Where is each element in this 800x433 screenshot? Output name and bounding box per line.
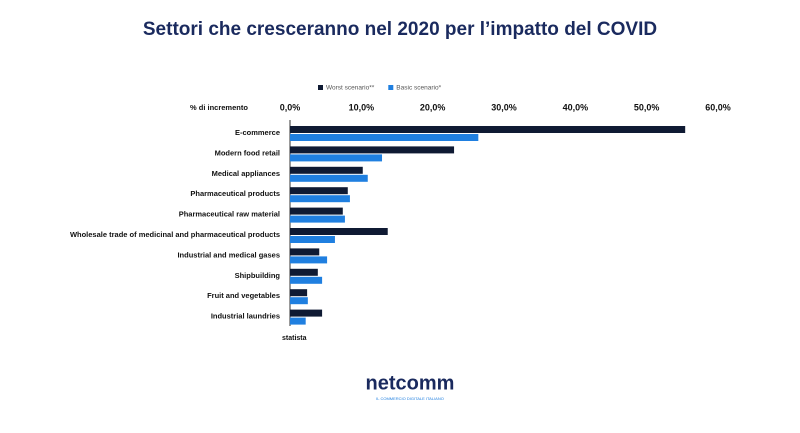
y-tick-label: Modern food retail [215,148,280,157]
bar [290,317,306,325]
bar [290,166,363,174]
y-tick-label: Fruit and vegetables [207,291,280,300]
bar [290,146,455,154]
x-tick-label: 30,0% [491,102,517,112]
x-tick-label: 60,0% [705,102,731,112]
y-tick-label: Pharmaceutical raw material [179,210,280,219]
y-tick-label: Shipbuilding [235,271,281,280]
bar [290,174,368,182]
bar [290,248,320,256]
legend-label: Basic scenario* [396,85,441,92]
bar [290,187,348,195]
bar [290,297,308,305]
y-tick-label: Wholesale trade of medicinal and pharmac… [70,230,280,239]
legend-label: Worst scenario** [326,85,375,92]
legend-swatch [318,85,323,90]
x-tick-label: 40,0% [563,102,589,112]
y-tick-label: Industrial and medical gases [177,250,280,259]
bar [290,195,350,203]
bar [290,126,686,133]
bar [290,309,323,317]
legend-swatch [388,85,394,90]
bar [290,236,335,243]
bar [290,276,323,284]
y-tick-label: E-commerce [235,128,280,137]
bar [290,256,328,264]
x-tick-label: 50,0% [634,102,660,112]
bar [290,154,383,162]
y-tick-label: Medical appliances [212,169,280,178]
x-tick-label: 20,0% [420,102,446,112]
axis-label: % di incremento [190,103,248,112]
y-tick-label: Pharmaceutical products [190,189,280,198]
bar [290,134,479,141]
x-tick-label: 0,0% [280,102,301,112]
bar [290,268,318,276]
logo: netcomm [366,372,455,394]
y-tick-label: Industrial laundries [211,312,280,321]
source: statista [282,335,307,342]
bar [290,289,308,297]
bar [290,215,345,223]
chart-title: Settori che cresceranno nel 2020 per l’i… [143,19,657,40]
bar [290,207,343,215]
x-tick-label: 10,0% [349,102,375,112]
bar [290,228,388,235]
logo-tagline: IL COMMERCIO DIGITALE ITALIANO [376,396,444,401]
